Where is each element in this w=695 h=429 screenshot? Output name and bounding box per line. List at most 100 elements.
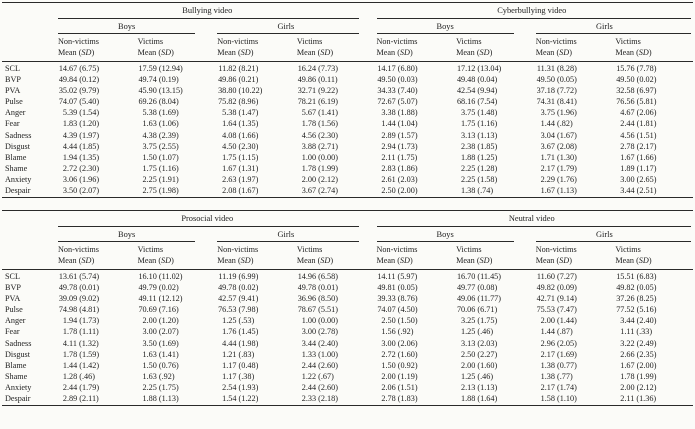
divider-rule bbox=[58, 226, 359, 227]
data-cell: 2.13 (1.13) bbox=[461, 382, 498, 392]
column-header: Victims Mean (SD) bbox=[136, 37, 216, 58]
data-cell: 1.63 (1.41) bbox=[142, 349, 179, 359]
stat-header: Mean (SD) bbox=[217, 255, 254, 265]
data-cell: 4.08 (1.66) bbox=[222, 130, 259, 140]
victim-status-header: Non-victims bbox=[376, 37, 418, 46]
data-cell: 4.39 (1.97) bbox=[62, 130, 100, 140]
data-cell: 77.52 (5.16) bbox=[616, 305, 657, 315]
column-header: Victims Mean (SD) bbox=[136, 245, 216, 266]
gender-header: Girls bbox=[596, 230, 613, 239]
gender-row: Boys Girls bbox=[56, 228, 375, 242]
column-header: Victims Mean (SD) bbox=[613, 37, 693, 58]
data-cell: 1.21 (.83) bbox=[222, 349, 255, 359]
data-cell: 1.63 (.92) bbox=[142, 371, 175, 381]
data-cell: 1.78 (1.99) bbox=[620, 371, 657, 381]
data-cell: 68.16 (7.54) bbox=[456, 97, 498, 107]
divider-rule bbox=[58, 18, 359, 19]
data-cell: 2.00 (2.12) bbox=[301, 174, 338, 184]
data-cell: 3.44 (2.51) bbox=[620, 186, 657, 196]
divider-rule bbox=[2, 197, 693, 199]
gender-group: Boys bbox=[56, 20, 215, 34]
data-cell: 1.78 (1.11) bbox=[62, 327, 99, 337]
data-cell: 16.24 (7.73) bbox=[297, 64, 338, 73]
row-label: Sadness bbox=[5, 338, 32, 348]
data-cell: 49.86 (0.21) bbox=[218, 75, 259, 85]
data-cell: 1.88 (1.64) bbox=[461, 394, 498, 404]
column-header: Non-victims Mean (SD) bbox=[375, 245, 455, 266]
victim-status-header: Victims bbox=[137, 37, 164, 46]
data-cell: 75.82 (8.96) bbox=[218, 97, 259, 107]
data-cell: 2.25 (1.75) bbox=[142, 382, 179, 392]
stats-table-panel-bottom: Prosocial video Boys Girls Non-victims Mean … bbox=[0, 210, 695, 407]
video-group: Prosocial video Boys Girls Non-victims Mean … bbox=[56, 211, 375, 269]
data-cell: 49.78 (0.01) bbox=[297, 283, 338, 293]
row-label: Shame bbox=[5, 371, 28, 381]
data-cell: 14.67 (6.75) bbox=[58, 64, 100, 73]
data-cell: 2.54 (1.93) bbox=[222, 382, 259, 392]
data-cell: 4.50 (2.30) bbox=[222, 141, 259, 151]
data-cell: 3.13 (2.03) bbox=[461, 338, 498, 348]
stat-header: Mean (SD) bbox=[217, 47, 254, 57]
data-cell: 5.38 (1.47) bbox=[222, 108, 259, 118]
column-header: Non-victims Mean (SD) bbox=[534, 245, 614, 266]
data-cell: 13.61 (5.74) bbox=[58, 272, 100, 281]
header-spacer bbox=[2, 211, 56, 269]
data-cell: 14.11 (5.97) bbox=[377, 272, 418, 281]
row-label: Fear bbox=[5, 119, 20, 129]
data-cell: 69.26 (8.04) bbox=[138, 97, 179, 107]
data-cell: 3.00 (2.07) bbox=[142, 327, 179, 337]
data-cell: 74.07 (4.50) bbox=[377, 305, 418, 315]
data-cell: 2.00 (2.12) bbox=[620, 382, 657, 392]
data-cell: 49.77 (0.08) bbox=[456, 283, 498, 293]
data-cell: 16.10 (11.02) bbox=[138, 272, 183, 281]
stat-header: Mean (SD) bbox=[456, 47, 493, 57]
data-cell: 3.04 (1.67) bbox=[540, 130, 577, 140]
table-row: BVP 49.84 (0.12) 49.74 (0.19) 49.86 (0.21) 4… bbox=[2, 74, 693, 85]
data-cell: 2.72 (1.60) bbox=[381, 349, 418, 359]
header-spacer bbox=[2, 3, 56, 61]
gender-group: Boys bbox=[375, 20, 534, 34]
row-label: Pulse bbox=[5, 97, 23, 107]
row-label: Disgust bbox=[5, 141, 31, 151]
data-cell: 3.25 (1.75) bbox=[461, 316, 498, 326]
data-cell: 1.17 (0.48) bbox=[222, 360, 259, 370]
data-cell: 35.02 (9.79) bbox=[58, 86, 100, 96]
data-cell: 49.74 (0.19) bbox=[138, 75, 179, 85]
data-cell: 2.25 (1.91) bbox=[142, 174, 179, 184]
data-cell: 3.88 (2.71) bbox=[301, 141, 338, 151]
data-cell: 3.22 (2.49) bbox=[620, 338, 657, 348]
table-row: Despair 2.89 (2.11) 1.88 (1.13) 1.54 (1.22)… bbox=[2, 393, 693, 404]
column-header: Non-victims Mean (SD) bbox=[215, 37, 295, 58]
gender-group: Boys bbox=[375, 228, 534, 242]
row-label: Blame bbox=[5, 360, 27, 370]
gender-row: Boys Girls bbox=[375, 228, 694, 242]
stat-header: Mean (SD) bbox=[615, 47, 652, 57]
data-cell: 1.00 (0.00) bbox=[301, 152, 338, 162]
row-label: Despair bbox=[5, 394, 31, 404]
data-cell: 1.64 (1.35) bbox=[222, 119, 259, 129]
victim-status-header: Non-victims bbox=[376, 245, 418, 254]
row-label: Shame bbox=[5, 163, 28, 173]
table-header: Bullying video Boys Girls Non-victims Mean (… bbox=[2, 3, 693, 62]
video-title: Cyberbullying video bbox=[497, 6, 567, 15]
data-cell: 75.53 (7.47) bbox=[536, 305, 577, 315]
data-cell: 74.98 (4.81) bbox=[58, 305, 100, 315]
divider-rule bbox=[376, 226, 691, 227]
data-cell: 14.17 (6.80) bbox=[377, 64, 418, 73]
table-row: PVA 39.09 (9.02) 49.11 (12.12) 42.57 (9.41)… bbox=[2, 293, 693, 304]
divider-rule bbox=[58, 241, 196, 242]
table-row: Pulse 74.98 (4.81) 70.69 (7.16) 76.53 (7.98… bbox=[2, 304, 693, 315]
data-cell: 1.83 (1.20) bbox=[62, 119, 100, 129]
data-cell: 32.71 (9.22) bbox=[297, 86, 338, 96]
gender-header: Girls bbox=[277, 22, 295, 31]
row-label: Despair bbox=[5, 186, 31, 196]
data-cell: 1.25 (.46) bbox=[461, 371, 494, 381]
data-cell: 5.38 (1.69) bbox=[142, 108, 179, 118]
row-label: Fear bbox=[5, 327, 20, 337]
row-label: Sadness bbox=[5, 130, 32, 140]
data-cell: 76.53 (7.98) bbox=[218, 305, 259, 315]
data-cell: 1.75 (1.16) bbox=[142, 163, 179, 173]
stat-header: Mean (SD) bbox=[456, 255, 493, 265]
data-cell: 38.80 (10.22) bbox=[218, 86, 263, 96]
data-cell: 1.50 (0.92) bbox=[381, 360, 418, 370]
